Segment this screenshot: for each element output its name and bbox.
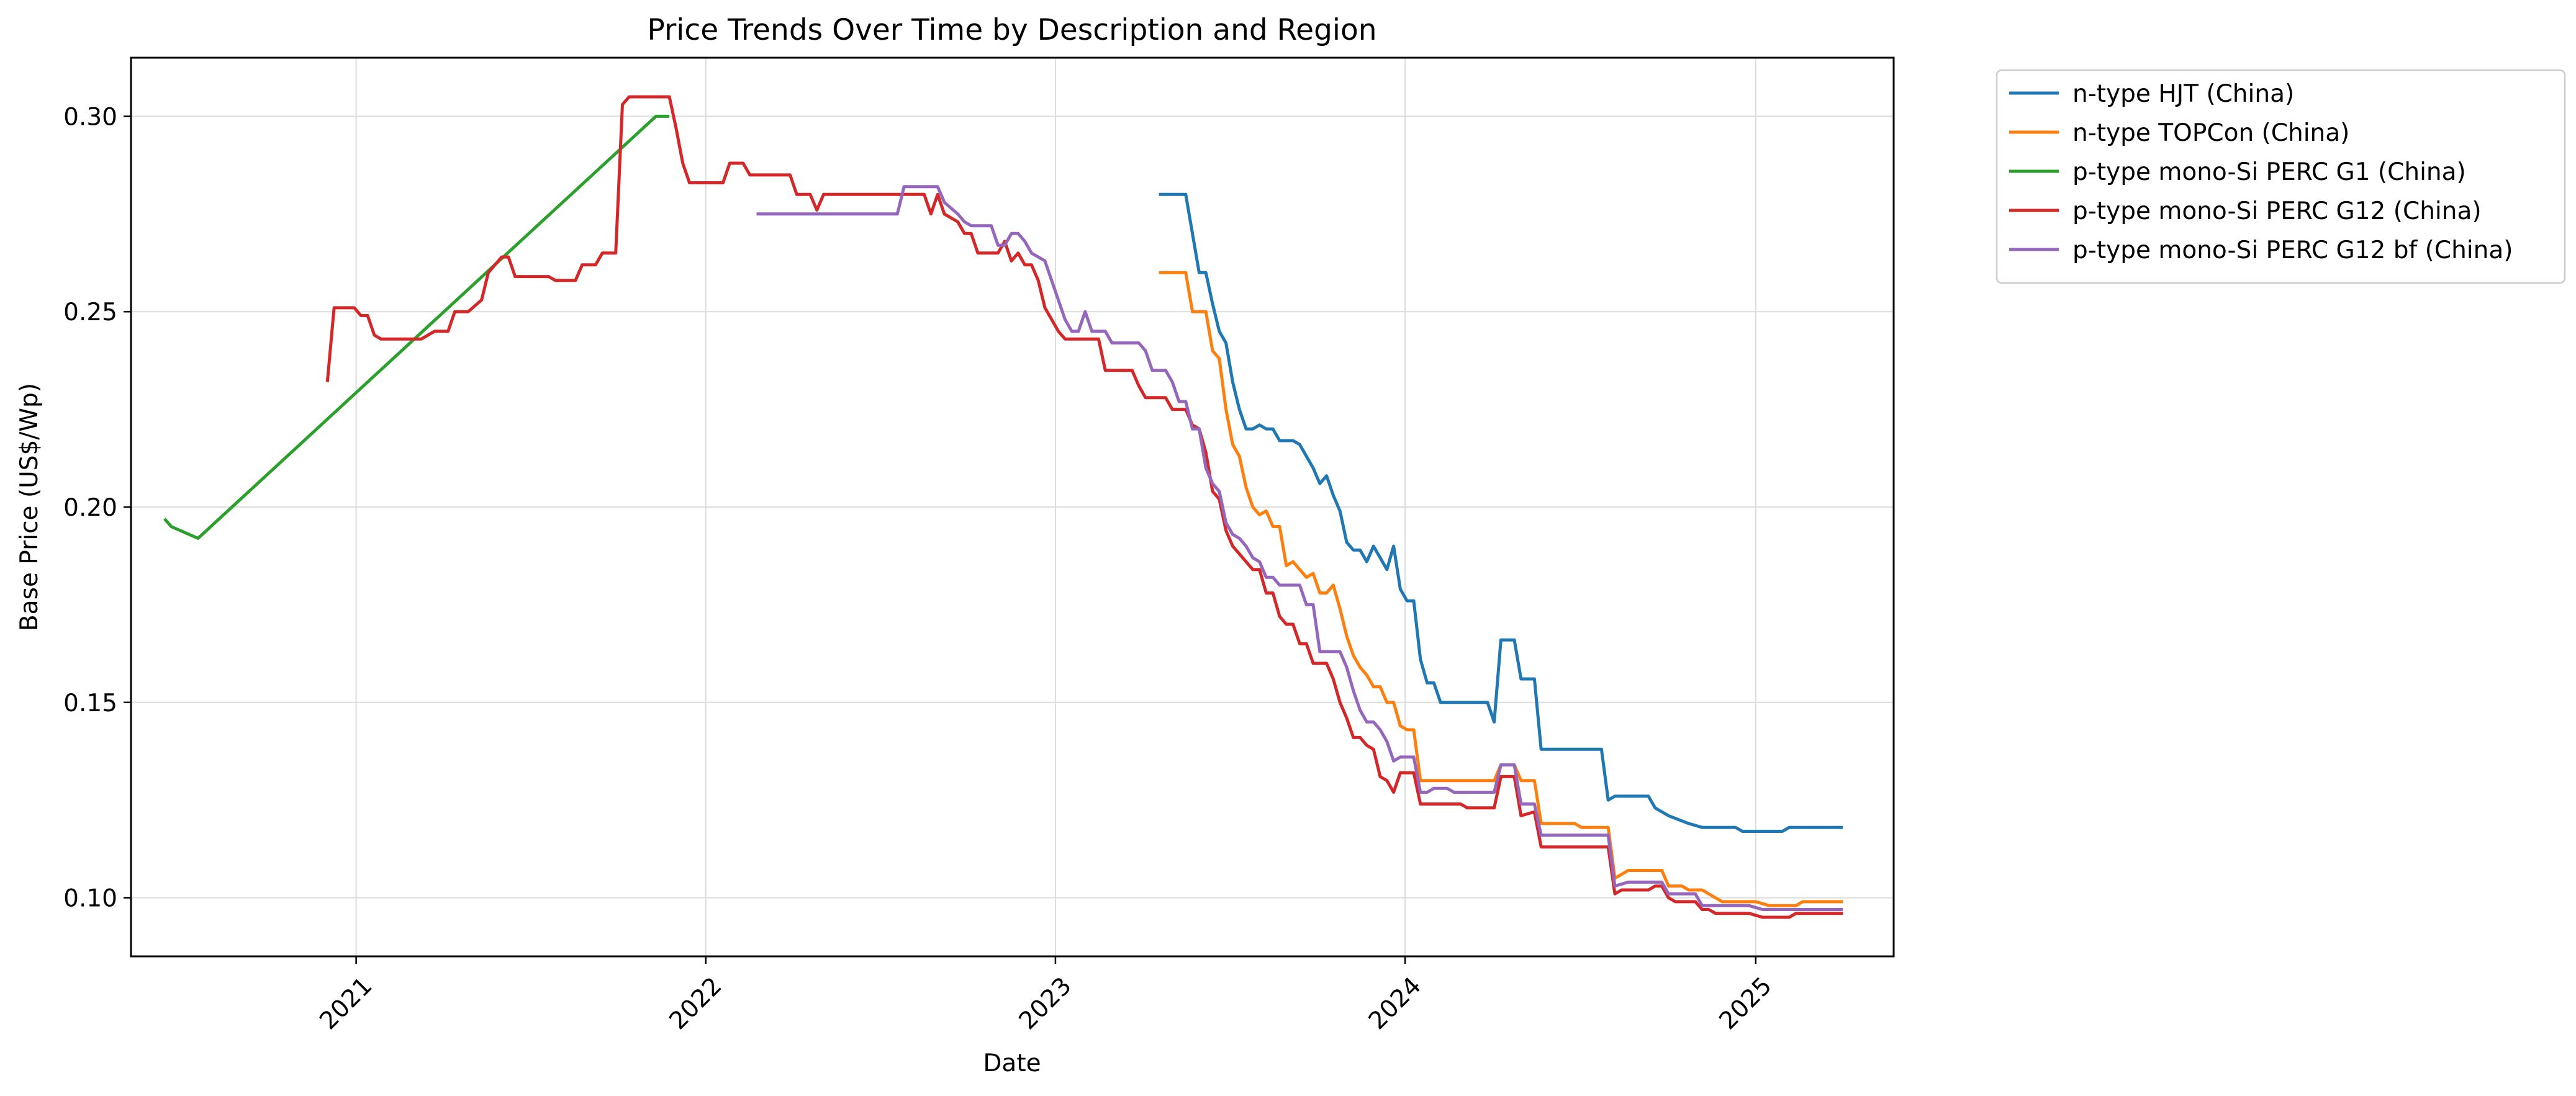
legend-label: n-type HJT (China): [2072, 80, 2294, 108]
y-tick-label: 0.25: [63, 299, 117, 326]
series-line-2: [1159, 271, 1843, 907]
series-line-5: [756, 185, 1843, 911]
legend-label: p-type mono-Si PERC G12 (China): [2072, 197, 2482, 225]
legend-label: p-type mono-Si PERC G12 bf (China): [2072, 236, 2513, 264]
series-line-1: [1159, 192, 1843, 833]
legend-box: [1995, 69, 2566, 284]
chart-title: Price Trends Over Time by Description an…: [647, 13, 1376, 47]
series-layer: [163, 95, 1843, 919]
legend-label: p-type mono-Si PERC G1 (China): [2072, 158, 2466, 186]
series-line-4: [325, 95, 1843, 919]
series-line-3: [163, 114, 670, 540]
legend-label: n-type TOPCon (China): [2072, 119, 2349, 147]
grid: [131, 58, 1894, 956]
y-tick-label: 0.20: [63, 494, 117, 522]
y-tick-label: 0.30: [63, 103, 117, 131]
legend: n-type HJT (China) n-type TOPCon (China) p…: [1995, 69, 2566, 284]
y-axis: 0.10 0.15 0.20 0.25 0.30: [63, 103, 131, 913]
y-tick-label: 0.10: [63, 885, 117, 913]
y-axis-label: Base Price (US$/Wp): [16, 383, 43, 631]
y-tick-label: 0.15: [63, 689, 117, 717]
x-axis-label: Date: [983, 1049, 1041, 1077]
